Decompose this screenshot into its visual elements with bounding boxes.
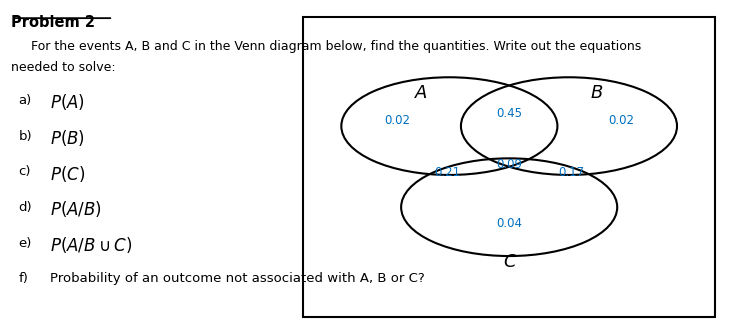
Text: d): d) (18, 201, 32, 214)
Text: For the events A, B and C in the Venn diagram below, find the quantities. Write : For the events A, B and C in the Venn di… (31, 40, 641, 53)
Text: Problem 2: Problem 2 (11, 15, 95, 30)
Text: 0.45: 0.45 (496, 107, 522, 120)
Text: e): e) (18, 237, 31, 249)
Text: c): c) (18, 165, 31, 178)
Text: A: A (415, 84, 428, 102)
Text: $P(A)$: $P(A)$ (50, 92, 85, 113)
Text: 0.02: 0.02 (609, 114, 634, 127)
Text: 0.02: 0.02 (384, 114, 410, 127)
Text: $P(C)$: $P(C)$ (50, 164, 85, 184)
Text: $P(A/B)$: $P(A/B)$ (50, 199, 101, 219)
Text: b): b) (18, 130, 32, 143)
Text: 0.04: 0.04 (496, 216, 522, 230)
Text: C: C (503, 253, 515, 271)
Text: 0.21: 0.21 (434, 166, 460, 179)
Text: $P(A/B \cup C)$: $P(A/B \cup C)$ (50, 235, 132, 255)
Text: 0.09: 0.09 (496, 157, 522, 171)
Text: a): a) (18, 94, 31, 107)
Bar (303, 16, 715, 317)
Text: B: B (591, 84, 603, 102)
Text: needed to solve:: needed to solve: (11, 61, 115, 74)
Text: Probability of an outcome not associated with A, B or C?: Probability of an outcome not associated… (50, 272, 424, 285)
Text: $P(B)$: $P(B)$ (50, 128, 85, 148)
Text: f): f) (18, 272, 28, 285)
Text: 0.17: 0.17 (558, 166, 584, 179)
